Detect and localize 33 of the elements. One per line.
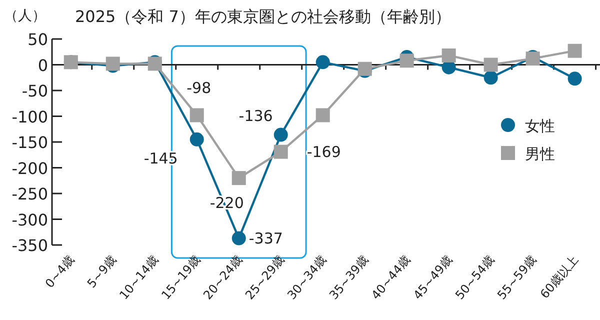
point (190, 132, 204, 146)
x-tick-label: 60歳以上 (537, 252, 582, 302)
data-label: -98 (186, 79, 212, 98)
chart-title: 2025（令和 7）年の東京圏との社会移動（年齢別） (75, 7, 451, 26)
point (484, 58, 498, 72)
y-tick-label: -250 (12, 184, 48, 204)
point (442, 60, 456, 74)
y-tick-label: -150 (12, 133, 48, 152)
point (484, 70, 498, 85)
y-tick-label: -100 (12, 107, 48, 126)
point (274, 144, 288, 159)
y-tick-label: -200 (12, 158, 48, 178)
legend-label: 男性 (525, 145, 555, 163)
point (316, 55, 330, 70)
point (316, 108, 330, 122)
data-label: -169 (306, 142, 341, 161)
y-tick-label: 0 (38, 56, 48, 75)
point (190, 108, 204, 122)
point (400, 54, 414, 68)
point (442, 48, 456, 62)
point (568, 72, 582, 86)
point (274, 128, 288, 142)
point (232, 171, 246, 186)
data-label: -136 (238, 106, 273, 125)
point (232, 231, 246, 246)
data-label: -337 (248, 229, 283, 248)
y-axis-title: （人） (4, 8, 46, 24)
y-tick-label: -300 (12, 210, 48, 230)
y-tick-label: 50 (28, 30, 48, 49)
point (568, 44, 582, 58)
y-tick-label: -350 (12, 236, 48, 255)
y-tick-label: -50 (22, 82, 48, 100)
legend-label: 女性 (525, 117, 555, 135)
